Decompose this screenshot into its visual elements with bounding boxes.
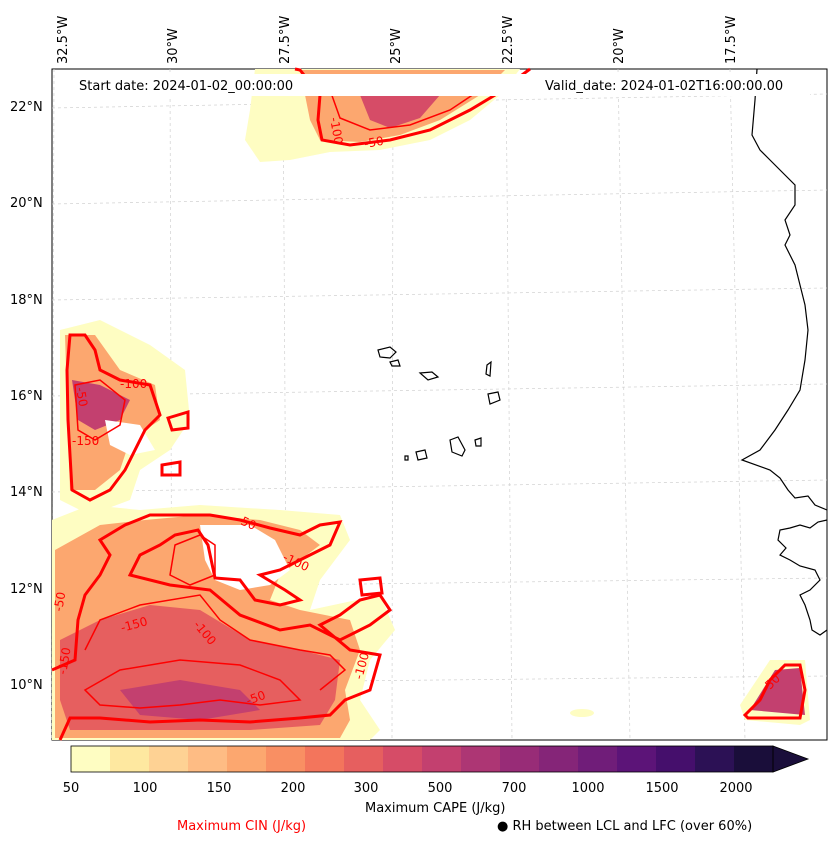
lat-label: 16°N [10,389,43,404]
colorbar-segment [344,746,384,772]
contour-label: -100 [351,651,372,681]
island [485,360,492,377]
colorbar-tick: 1500 [645,781,679,796]
colorbar-segment [188,746,228,772]
cin-contour-west [65,333,162,502]
island [415,449,428,461]
contour-label: -100 [327,116,346,145]
africa-coast [740,68,828,511]
cin-contour-south-inner-2 [84,594,347,691]
header-box [70,74,810,96]
island [389,359,401,367]
latitude-labels: 22°N 20°N 18°N 16°N 14°N 12°N 10°N [10,100,43,693]
longitude-labels: 32.5°W 30°W 27.5°W 25°W 22.5°W 20°W 17.5… [56,16,739,64]
colorbar-segment [266,746,306,772]
cin-contour-loop [169,534,216,586]
lon-label: 25°W [389,28,404,64]
lat-label: 18°N [10,293,43,308]
cin-contours [51,67,807,741]
colorbar-segment [578,746,618,772]
lon-label: 27.5°W [278,16,293,64]
colorbar-segment [422,746,462,772]
colorbar-tick: 2000 [719,781,753,796]
colorbar-segment [227,746,267,772]
rh-legend-label: RH between LCL and LFC (over 60%) [512,819,753,834]
colorbar-segment [500,746,540,772]
cin-contour-west-small [166,409,190,432]
colorbar-segment [110,746,150,772]
lat-label: 20°N [10,196,43,211]
cin-contour-se [742,663,807,720]
lat-label: 22°N [10,100,43,115]
colorbar [70,745,810,773]
cin-contour-west-island [160,460,182,477]
lat-label: 12°N [10,582,43,597]
cin-contour-west-inner [74,379,126,441]
island [418,371,440,381]
cin-contour-south-inner [83,659,302,709]
contour-label: -100 [120,377,147,391]
lon-label: 30°W [166,28,181,64]
colorbar-tick: 100 [132,781,158,796]
contour-label: -50 [244,688,267,708]
contour-label: -50 [363,134,385,151]
cin-legend-label: Maximum CIN (J/kg) [177,819,307,834]
contour-label: -50 [73,386,90,408]
colorbar-tick: 300 [353,781,379,796]
colorbar-tick: 700 [501,781,527,796]
colorbar-segment [383,746,423,772]
island [377,346,397,359]
colorbar-segment [539,746,579,772]
cape-blob-west-core [72,380,130,430]
colorbar-extend-arrow [772,745,810,773]
island [487,391,501,405]
colorbar-segment [656,746,696,772]
contour-label: -150 [55,646,74,675]
lon-label: 32.5°W [56,16,71,64]
colorbar-segment [617,746,657,772]
cape-hole-2 [105,420,155,455]
colorbar-segment [695,746,735,772]
colorbar-tick: 1000 [571,781,605,796]
lon-label: 22.5°W [501,16,516,64]
lat-label: 10°N [10,678,43,693]
cape-blob-se-core [750,668,805,715]
colorbar-tick: 500 [427,781,453,796]
contour-label: -150 [119,614,149,635]
rh-legend: ● RH between LCL and LFC (over 60%) [497,819,752,834]
colorbar-tick: 150 [206,781,232,796]
valid-date: Valid_date: 2024-01-02T16:00:00.00 [545,79,783,94]
dot-icon: ● [497,819,509,834]
colorbar-segment [305,746,345,772]
island [449,436,466,457]
coastlines [377,68,828,636]
cin-contour-north-inner [329,89,481,131]
africa-coast-south [777,519,828,636]
cape-blob-small [570,709,594,717]
lon-label: 20°W [612,28,627,64]
colorbar-segment [149,746,189,772]
contour-label: -150 [72,434,99,448]
colorbar-title: Maximum CAPE (J/kg) [365,801,506,816]
island [474,437,482,447]
colorbar-segment [461,746,501,772]
cin-contour-south [51,513,393,741]
island [404,455,409,461]
colorbar-tick: 50 [62,781,80,796]
colorbar-segment [71,746,111,772]
colorbar-tick: 200 [280,781,306,796]
start-date: Start date: 2024-01-02_00:00:00 [79,79,293,94]
contour-label: -50 [51,591,68,613]
lon-label: 17.5°W [724,16,739,64]
cape-blob-south-core [120,680,260,720]
cin-contour-small-box [358,576,384,597]
colorbar-border [70,745,774,773]
cape-blob-north-core [360,95,440,128]
colorbar-segment [734,746,774,772]
lat-label: 14°N [10,485,43,500]
